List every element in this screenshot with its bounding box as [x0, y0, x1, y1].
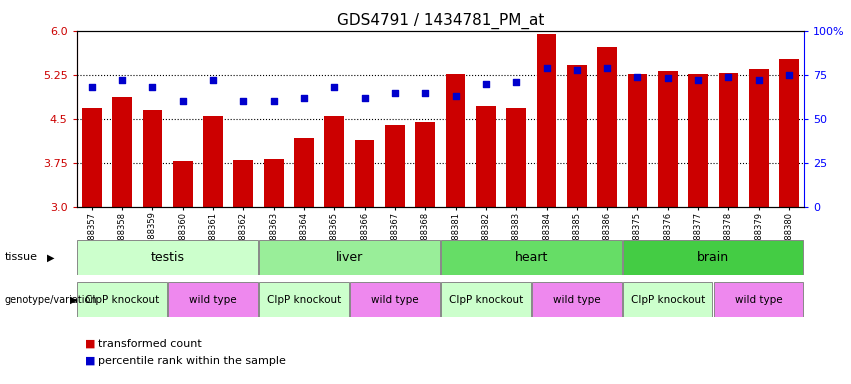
Point: [782, 72, 796, 78]
Bar: [77, 240, 258, 275]
Text: wild type: wild type: [735, 295, 783, 305]
Point: [448, 93, 462, 99]
Point: [510, 79, 523, 85]
Point: [388, 89, 402, 96]
Text: heart: heart: [515, 251, 548, 264]
Bar: [537, 34, 557, 207]
Bar: [441, 282, 530, 317]
Bar: [355, 140, 374, 207]
Title: GDS4791 / 1434781_PM_at: GDS4791 / 1434781_PM_at: [337, 13, 544, 29]
Bar: [718, 73, 739, 207]
Point: [661, 75, 675, 81]
Bar: [714, 282, 803, 317]
Text: transformed count: transformed count: [98, 339, 202, 349]
Bar: [658, 71, 677, 207]
Point: [540, 65, 553, 71]
Text: ClpP knockout: ClpP knockout: [267, 295, 341, 305]
Bar: [294, 138, 314, 207]
Point: [267, 98, 281, 104]
Text: ■: ■: [85, 339, 95, 349]
Text: ▶: ▶: [47, 252, 54, 262]
Text: genotype/variation: genotype/variation: [4, 295, 97, 305]
Bar: [567, 65, 586, 207]
Text: ▶: ▶: [70, 295, 77, 305]
Bar: [506, 108, 526, 207]
Bar: [597, 47, 617, 207]
Point: [631, 74, 644, 80]
Bar: [623, 240, 803, 275]
Text: liver: liver: [336, 251, 363, 264]
Bar: [351, 282, 440, 317]
Point: [115, 77, 129, 83]
Point: [722, 74, 735, 80]
Bar: [623, 282, 712, 317]
Bar: [688, 74, 708, 207]
Bar: [780, 59, 799, 207]
Point: [600, 65, 614, 71]
Bar: [260, 282, 349, 317]
Bar: [441, 240, 621, 275]
Bar: [112, 97, 132, 207]
Bar: [415, 122, 435, 207]
Bar: [324, 116, 344, 207]
Bar: [260, 240, 440, 275]
Point: [176, 98, 190, 104]
Point: [146, 84, 159, 90]
Bar: [142, 110, 163, 207]
Point: [357, 95, 371, 101]
Text: ■: ■: [85, 356, 95, 366]
Bar: [627, 74, 648, 207]
Point: [237, 98, 250, 104]
Bar: [173, 161, 192, 207]
Bar: [749, 69, 768, 207]
Point: [206, 77, 220, 83]
Point: [328, 84, 341, 90]
Text: percentile rank within the sample: percentile rank within the sample: [98, 356, 286, 366]
Text: wild type: wild type: [553, 295, 601, 305]
Point: [691, 77, 705, 83]
Text: ClpP knockout: ClpP knockout: [85, 295, 159, 305]
Point: [297, 95, 311, 101]
Bar: [385, 125, 405, 207]
Text: wild type: wild type: [189, 295, 237, 305]
Point: [479, 81, 493, 87]
Point: [419, 89, 432, 96]
Text: testis: testis: [151, 251, 185, 264]
Bar: [82, 108, 101, 207]
Bar: [233, 160, 254, 207]
Point: [752, 77, 766, 83]
Bar: [264, 159, 283, 207]
Bar: [203, 116, 223, 207]
Bar: [77, 282, 167, 317]
Point: [85, 84, 99, 90]
Text: tissue: tissue: [4, 252, 37, 262]
Bar: [168, 282, 258, 317]
Text: ClpP knockout: ClpP knockout: [631, 295, 705, 305]
Text: wild type: wild type: [371, 295, 419, 305]
Text: brain: brain: [697, 251, 729, 264]
Bar: [446, 74, 465, 207]
Text: ClpP knockout: ClpP knockout: [448, 295, 523, 305]
Bar: [476, 106, 496, 207]
Point: [570, 66, 584, 73]
Bar: [532, 282, 621, 317]
